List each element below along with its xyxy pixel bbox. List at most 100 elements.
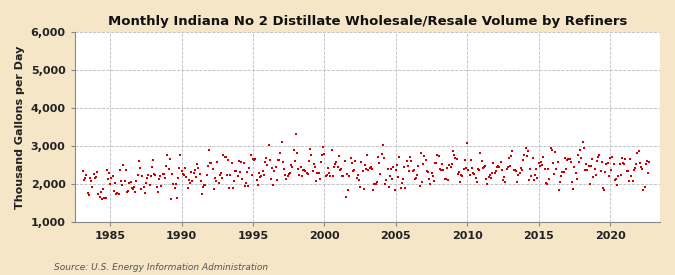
Point — [256, 173, 267, 178]
Point — [554, 187, 564, 192]
Point — [225, 173, 236, 177]
Point — [269, 169, 280, 174]
Point — [318, 145, 329, 149]
Point — [323, 166, 333, 170]
Point — [209, 187, 219, 191]
Point — [340, 195, 351, 199]
Point — [580, 162, 591, 166]
Point — [184, 178, 194, 183]
Point — [456, 173, 466, 178]
Point — [475, 151, 486, 155]
Point — [161, 164, 171, 168]
Point — [637, 167, 647, 171]
Point — [205, 160, 215, 165]
Point — [307, 169, 318, 173]
Point — [393, 174, 404, 179]
Point — [541, 180, 551, 185]
Point — [271, 178, 282, 182]
Point — [235, 170, 246, 174]
Point — [619, 162, 630, 166]
Point — [381, 178, 392, 182]
Point — [621, 169, 632, 173]
Point — [186, 169, 196, 174]
Point — [369, 182, 380, 186]
Point — [142, 176, 153, 180]
Point — [510, 168, 520, 172]
Point — [527, 156, 538, 161]
Point — [204, 147, 215, 152]
Point — [305, 147, 316, 151]
Point — [201, 173, 212, 177]
Point — [365, 165, 376, 169]
Point — [281, 177, 292, 181]
Point — [382, 167, 393, 171]
Point — [238, 161, 249, 165]
Point — [491, 169, 502, 174]
Point — [450, 156, 461, 161]
Point — [275, 151, 286, 155]
Point — [99, 196, 110, 200]
Point — [627, 178, 638, 183]
Point — [624, 179, 634, 184]
Point — [493, 164, 504, 168]
Point — [221, 173, 232, 177]
Point — [360, 167, 371, 171]
Point — [455, 180, 466, 184]
Point — [298, 167, 308, 172]
Point — [488, 160, 499, 165]
Point — [431, 161, 441, 165]
Point — [362, 153, 373, 157]
Point — [170, 182, 181, 186]
Point — [432, 153, 443, 158]
Point — [563, 156, 574, 161]
Point — [196, 192, 207, 196]
Point — [496, 168, 507, 172]
Point — [199, 183, 210, 187]
Point — [400, 185, 411, 190]
Point — [343, 188, 354, 192]
Point — [595, 169, 606, 174]
Point — [634, 161, 645, 165]
Point — [641, 159, 652, 163]
Point — [555, 180, 566, 185]
Point — [626, 174, 637, 178]
Point — [136, 187, 146, 191]
Point — [591, 173, 601, 177]
Point — [398, 177, 408, 182]
Point — [395, 185, 406, 190]
Point — [190, 167, 200, 172]
Point — [502, 164, 513, 169]
Point — [385, 174, 396, 178]
Point — [480, 164, 491, 168]
Point — [315, 160, 326, 164]
Point — [479, 165, 489, 170]
Point — [292, 151, 302, 155]
Point — [383, 184, 394, 189]
Point — [267, 166, 277, 170]
Point — [179, 173, 190, 177]
Point — [261, 156, 271, 161]
Point — [113, 192, 124, 196]
Point — [433, 153, 444, 158]
Point — [448, 149, 458, 153]
Point — [146, 165, 157, 169]
Point — [599, 188, 610, 192]
Point — [260, 160, 271, 165]
Point — [130, 190, 140, 194]
Point — [151, 185, 162, 189]
Point — [564, 156, 575, 161]
Point — [93, 191, 104, 196]
Point — [404, 169, 414, 173]
Point — [335, 168, 346, 172]
Point — [485, 173, 495, 178]
Point — [254, 171, 265, 176]
Point — [468, 170, 479, 175]
Point — [524, 178, 535, 182]
Point — [173, 176, 184, 180]
Point — [415, 151, 426, 155]
Point — [263, 143, 274, 147]
Point — [641, 162, 651, 167]
Point — [184, 180, 195, 185]
Point — [506, 154, 516, 159]
Point — [194, 172, 205, 177]
